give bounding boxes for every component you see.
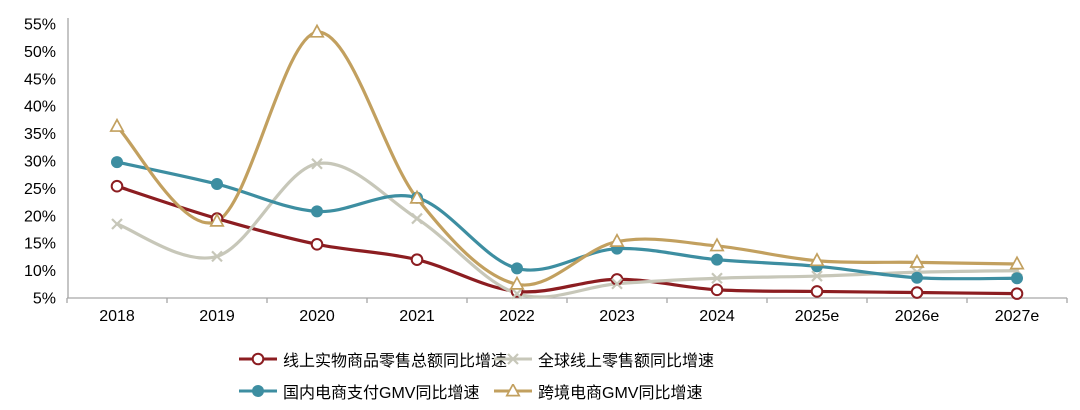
open-triangle-marker [1009, 255, 1025, 270]
open-triangle-marker [809, 252, 825, 267]
x-marker [811, 270, 823, 282]
filled-circle-marker [711, 253, 723, 266]
open-triangle-marker [409, 189, 425, 204]
legend-label: 国内电商支付GMV同比增速 [283, 385, 480, 402]
open-triangle-marker [909, 253, 925, 268]
filled-circle-marker [211, 178, 223, 191]
x-marker [611, 277, 623, 290]
x-line-marker-icon [494, 353, 532, 365]
x-marker [711, 272, 723, 285]
filled-circle-marker [111, 156, 123, 169]
x-tick-label: 2021 [399, 308, 435, 325]
legend-item-crossborder-ecommerce-gmv[interactable]: 跨境电商GMV同比增速 [493, 379, 702, 403]
filled-circle-marker [511, 262, 523, 275]
x-marker [311, 157, 323, 170]
filled-circle-marker [311, 205, 323, 218]
x-marker [507, 353, 519, 365]
x-tick-label: 2026e [895, 308, 940, 325]
filled-circle-marker [252, 385, 264, 397]
series-line-1 [115, 161, 1019, 299]
x-tick-label: 2019 [199, 308, 235, 325]
filled-circle-marker [911, 271, 923, 284]
legend-item-online-physical-retail[interactable]: 线上实物商品零售总额同比增速 [238, 347, 507, 371]
x-marker [211, 250, 223, 263]
line-chart-plot-area: 55% 50% 45% 40% 35% 30% 25% 20% 15% 10% 5% 2018 2019… [24, 17, 1068, 325]
open-circle-line-marker-icon [239, 352, 277, 366]
open-circle-marker [710, 283, 724, 297]
y-tick-label: 30% [24, 154, 56, 171]
open-circle-marker [1010, 287, 1024, 300]
open-triangle-line-marker-icon [494, 384, 532, 397]
filled-circle-marker [1011, 272, 1023, 285]
x-tick-label: 2022 [499, 308, 535, 325]
legend-row-1: 线上实物商品零售总额同比增速 全球线上零售额同比增速 [238, 346, 714, 372]
x-marker [111, 218, 123, 230]
x-tick-label: 2020 [299, 308, 335, 325]
y-tick-label: 55% [24, 17, 56, 34]
open-circle-marker [310, 237, 324, 251]
legend-label: 全球线上零售额同比增速 [538, 353, 715, 370]
legend-item-global-online-retail[interactable]: 全球线上零售额同比增速 [493, 347, 714, 371]
y-tick-label: 40% [24, 99, 56, 116]
chart-legend: 线上实物商品零售总额同比增速 全球线上零售额同比增速 国内电商支付GMV同比增速… [238, 346, 714, 410]
y-tick-label: 10% [24, 263, 56, 280]
series-line-0 [115, 184, 1019, 296]
x-tick-label: 2024 [699, 308, 735, 325]
open-circle-marker [110, 179, 124, 193]
open-triangle-marker [509, 275, 525, 290]
y-tick-label: 35% [24, 126, 56, 143]
legend-row-2: 国内电商支付GMV同比增速 跨境电商GMV同比增速 [238, 378, 714, 404]
open-triangle-marker [309, 23, 325, 38]
x-marker [411, 212, 423, 225]
open-triangle-marker [709, 237, 725, 252]
y-tick-label: 15% [24, 236, 56, 253]
open-triangle-marker [505, 384, 521, 397]
legend-label: 跨境电商GMV同比增速 [538, 385, 703, 402]
open-circle-marker [910, 286, 924, 299]
open-circle-marker [251, 352, 265, 366]
y-tick-label: 50% [24, 44, 56, 61]
filled-circle-line-marker-icon [239, 385, 277, 397]
y-tick-label: 5% [33, 291, 56, 308]
open-triangle-marker [109, 117, 125, 132]
open-circle-marker [810, 285, 824, 298]
x-tick-label: 2025e [795, 308, 840, 325]
series-line-2 [115, 160, 1019, 281]
y-tick-label: 45% [24, 71, 56, 88]
x-tick-label: 2027e [995, 308, 1040, 325]
open-triangle-marker [609, 232, 625, 248]
series-line-3 [115, 30, 1019, 287]
legend-label: 线上实物商品零售总额同比增速 [283, 353, 508, 370]
x-tick-label: 2023 [599, 308, 635, 325]
x-marker [511, 287, 523, 300]
open-circle-marker [410, 253, 424, 266]
open-triangle-marker [209, 212, 225, 227]
y-tick-label: 25% [24, 181, 56, 198]
legend-item-domestic-ecommerce-payment-gmv[interactable]: 国内电商支付GMV同比增速 [238, 379, 493, 403]
y-tick-label: 20% [24, 208, 56, 225]
x-tick-label: 2018 [99, 308, 135, 325]
